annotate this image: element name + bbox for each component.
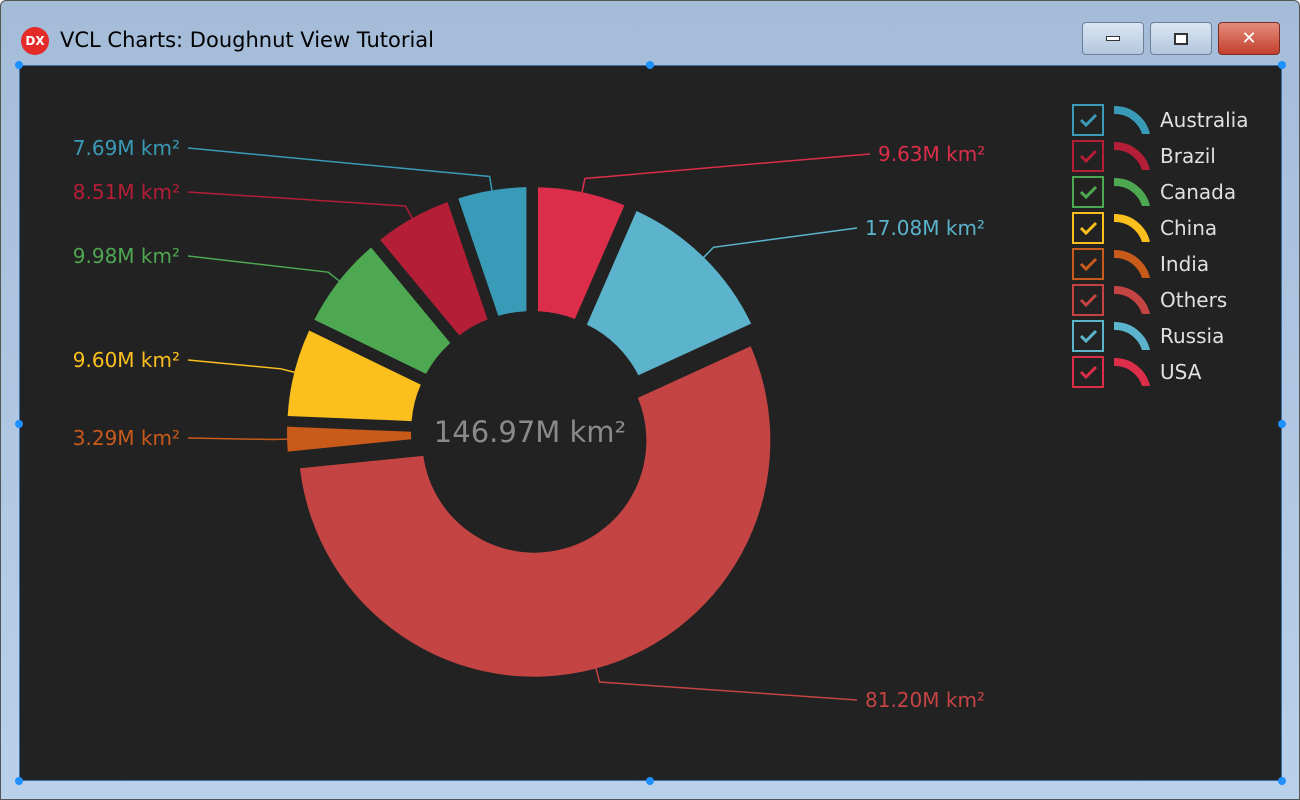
leader-line [187,191,414,221]
minimize-button[interactable] [1082,22,1144,55]
legend-item-usa[interactable]: USA [1072,356,1201,388]
legend-item-india[interactable]: India [1072,248,1209,280]
data-label: 9.63M km² [878,142,985,166]
check-icon [1079,329,1098,344]
doughnut-series-icon [1114,105,1150,134]
slice-china[interactable] [287,330,421,422]
slice-others[interactable] [299,346,771,677]
checkbox[interactable] [1072,212,1104,244]
leader-line [187,437,290,441]
resize-handle[interactable] [15,777,23,785]
data-label: 8.51M km² [73,180,180,204]
legend-item-others[interactable]: Others [1072,284,1227,316]
doughnut-series-icon [1114,177,1150,206]
app-logo-icon: DX [21,27,49,55]
doughnut-series-icon [1114,141,1150,170]
data-label: 3.29M km² [73,426,180,450]
slice-brazil[interactable] [380,202,488,336]
leader-line [701,227,858,260]
legend-label: Canada [1160,180,1237,204]
doughnut-series-icon [1114,357,1150,386]
data-label: 9.60M km² [73,348,180,372]
resize-handle[interactable] [1278,777,1286,785]
check-icon [1079,149,1098,164]
legend-item-china[interactable]: China [1072,212,1217,244]
legend-label: Russia [1160,324,1225,348]
maximize-button[interactable] [1150,22,1212,55]
doughnut-series-icon [1114,213,1150,242]
title-bar[interactable]: DX VCL Charts: Doughnut View Tutorial ✕ [1,1,1299,63]
check-icon [1079,365,1098,380]
checkbox[interactable] [1072,248,1104,280]
legend-item-brazil[interactable]: Brazil [1072,140,1216,172]
resize-handle[interactable] [1278,61,1286,69]
center-total-label: 146.97M km² [434,415,626,449]
chart-area: 7.69M km² 8.51M km² 9.98M km² 9.60M km² 3.29… [19,65,1282,781]
slice-usa[interactable] [537,187,625,319]
checkbox[interactable] [1072,284,1104,316]
resize-handle[interactable] [15,61,23,69]
checkbox[interactable] [1072,104,1104,136]
leader-line [594,666,858,701]
leader-line [187,147,493,193]
slice-india[interactable] [287,426,412,452]
check-icon [1079,293,1098,308]
legend-item-canada[interactable]: Canada [1072,176,1236,208]
checkbox[interactable] [1072,320,1104,352]
leader-line [187,359,297,374]
resize-handle[interactable] [646,61,654,69]
data-label: 17.08M km² [865,216,985,240]
doughnut-series-icon [1114,321,1150,350]
legend-label: Others [1160,288,1228,312]
data-label: 81.20M km² [865,688,985,712]
minimize-icon [1106,36,1120,41]
resize-handle[interactable] [646,777,654,785]
doughnut-series-icon [1114,249,1150,278]
slice-russia[interactable] [586,210,752,376]
check-icon [1079,113,1098,128]
legend-label: India [1160,252,1210,276]
doughnut-chart: 7.69M km² 8.51M km² 9.98M km² 9.60M km² 3.29… [73,136,985,712]
doughnut-series-icon [1114,285,1150,314]
slice-canada[interactable] [314,247,451,374]
legend-label: Australia [1160,108,1249,132]
check-icon [1079,221,1098,236]
data-label: 7.69M km² [73,136,180,160]
checkbox[interactable] [1072,356,1104,388]
legend-item-australia[interactable]: Australia [1072,104,1248,136]
legend-label: China [1160,216,1218,240]
leader-line [187,255,342,283]
legend-label: USA [1160,360,1202,384]
leader-line [580,153,871,195]
close-icon: ✕ [1241,28,1257,49]
legend-item-russia[interactable]: Russia [1072,320,1224,352]
data-label: 9.98M km² [73,244,180,268]
maximize-icon [1174,32,1188,45]
window-title: VCL Charts: Doughnut View Tutorial [60,28,435,52]
resize-handle[interactable] [15,420,23,428]
check-icon [1079,257,1098,272]
slice-australia[interactable] [458,187,527,316]
close-button[interactable]: ✕ [1218,22,1280,55]
legend-label: Brazil [1160,144,1216,168]
check-icon [1079,185,1098,200]
checkbox[interactable] [1072,140,1104,172]
resize-handle[interactable] [1278,420,1286,428]
checkbox[interactable] [1072,176,1104,208]
